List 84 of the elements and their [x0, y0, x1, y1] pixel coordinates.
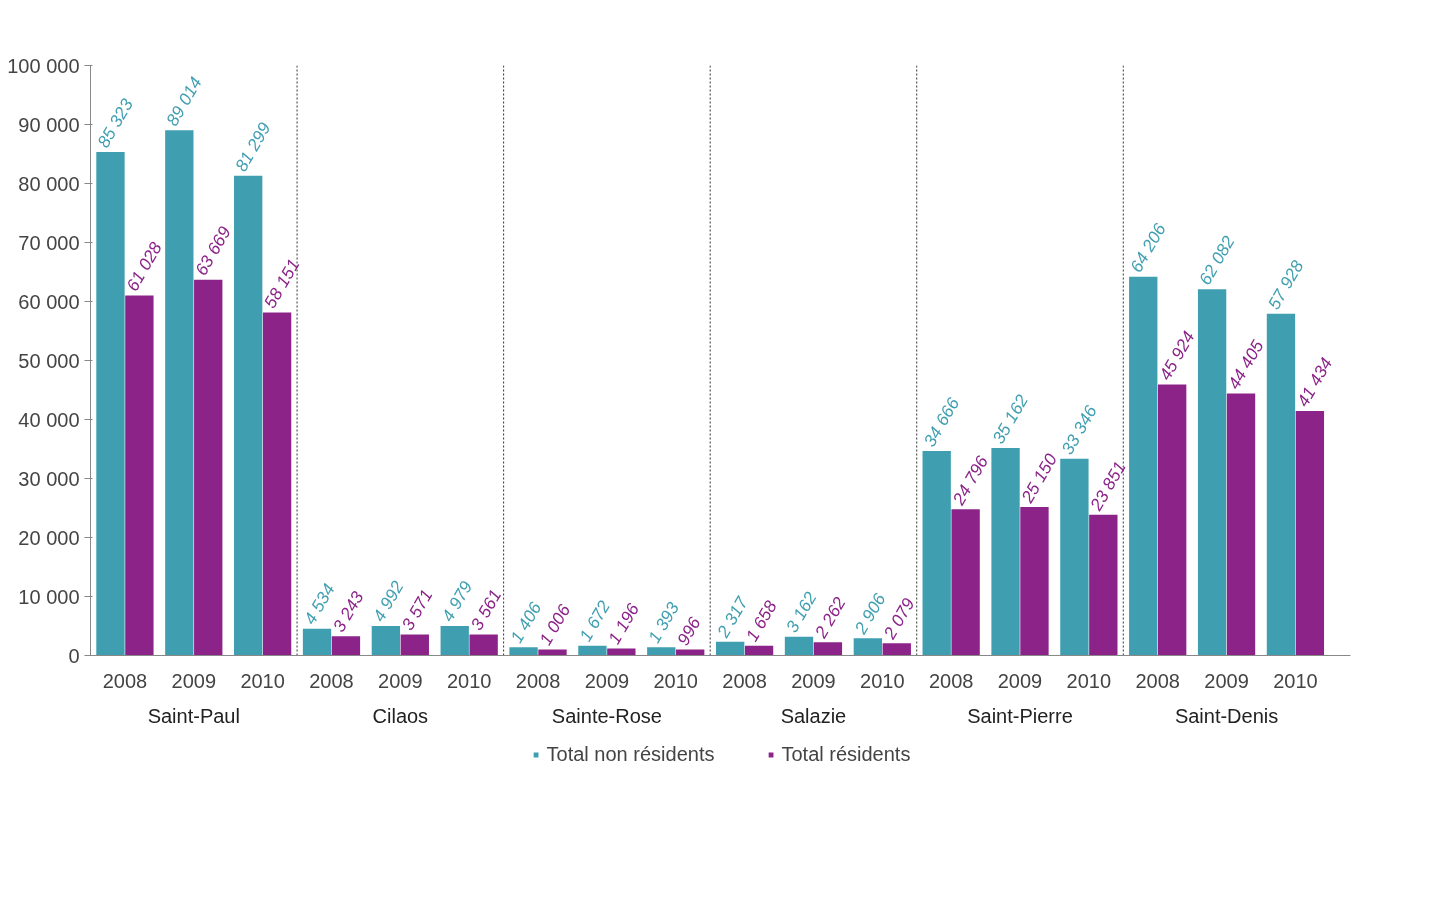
bar	[1020, 507, 1049, 656]
bar	[951, 509, 980, 656]
bar	[1089, 514, 1118, 656]
x-tick-label: 2008	[928, 669, 974, 692]
bar	[1197, 289, 1227, 656]
bar	[607, 648, 636, 656]
bar	[262, 312, 292, 656]
bar	[744, 645, 774, 656]
bar	[1129, 276, 1158, 656]
x-tick-label: 2009	[997, 669, 1043, 692]
data-label: 34 666	[919, 393, 964, 450]
x-tick-label: 2009	[378, 669, 423, 692]
text: Cilaos	[372, 704, 429, 727]
data-label: 23 851	[1085, 457, 1130, 515]
x-tick-label: 2010	[240, 669, 285, 692]
x-tick-label: 2010	[446, 669, 492, 692]
y-tick-label: 0	[68, 644, 80, 667]
data-label: 57 928	[1263, 256, 1308, 313]
data-label: 61 028	[122, 238, 167, 295]
legend-label: Total non résidents	[546, 742, 715, 766]
x-tick-label: 2009	[791, 669, 836, 692]
y-tick-label: 100 000	[7, 54, 80, 77]
bar	[922, 450, 951, 656]
y-tick-label: 50 000	[18, 349, 80, 372]
y-tick-label: 60 000	[18, 290, 80, 313]
data-label: 63 669	[190, 222, 235, 279]
y-tick-label: 20 000	[18, 526, 80, 549]
bar	[1266, 313, 1296, 656]
x-tick-label: 2009	[1204, 669, 1249, 692]
x-tick-label: 2009	[171, 669, 217, 692]
y-tick-label: 40 000	[18, 408, 80, 431]
bar	[371, 626, 401, 656]
data-label: 58 151	[259, 255, 304, 312]
data-label: 24 796	[947, 451, 993, 510]
data-label: 33 346	[1057, 401, 1102, 458]
bar	[784, 636, 814, 656]
y-tick-label: 80 000	[18, 172, 80, 195]
data-label: 44 405	[1223, 336, 1268, 393]
x-tick-label: 2010	[1273, 669, 1318, 692]
bar	[1158, 384, 1187, 656]
data-label: 89 014	[161, 73, 206, 130]
y-tick-label: 30 000	[18, 467, 80, 490]
bar	[1226, 393, 1256, 656]
text: Salazie	[780, 704, 847, 727]
data-label: 85 323	[93, 94, 138, 152]
bar	[813, 642, 843, 656]
bar	[509, 647, 538, 656]
bar	[96, 152, 125, 656]
x-tick-label: 2009	[584, 669, 630, 692]
text: Saint-Pierre	[967, 704, 1073, 727]
x-tick-label: 2010	[653, 669, 698, 692]
legend-label: Total résidents	[781, 742, 911, 766]
bar	[234, 175, 263, 656]
bar	[194, 279, 223, 656]
y-tick-label: 70 000	[18, 231, 80, 254]
bar	[331, 636, 361, 656]
x-tick-label: 2010	[860, 669, 905, 692]
bar	[991, 448, 1020, 656]
text: Sainte-Rose	[551, 704, 662, 727]
data-label: 62 082	[1194, 232, 1239, 289]
text: Saint-Paul	[147, 704, 240, 727]
bar	[1060, 458, 1089, 656]
text: Saint-Denis	[1174, 704, 1279, 727]
bar	[302, 628, 332, 656]
bar	[647, 647, 676, 656]
x-tick-label: 2008	[309, 669, 354, 692]
x-tick-label: 2008	[722, 669, 767, 692]
bar	[125, 295, 154, 656]
x-tick-label: 2010	[1066, 669, 1112, 692]
bar	[165, 130, 194, 656]
x-tick-label: 2008	[515, 669, 561, 692]
bar	[578, 645, 607, 656]
bar	[440, 626, 469, 656]
bar	[882, 643, 911, 656]
y-tick-label: 10 000	[18, 585, 80, 608]
x-tick-label: 2008	[1135, 669, 1180, 692]
y-tick-label: 90 000	[18, 113, 80, 136]
bar	[400, 634, 429, 656]
bar	[1295, 411, 1325, 656]
bar	[715, 641, 745, 656]
x-tick-label: 2008	[102, 669, 148, 692]
bar	[469, 634, 498, 656]
data-label: 41 434	[1292, 354, 1337, 411]
bar	[853, 638, 883, 656]
